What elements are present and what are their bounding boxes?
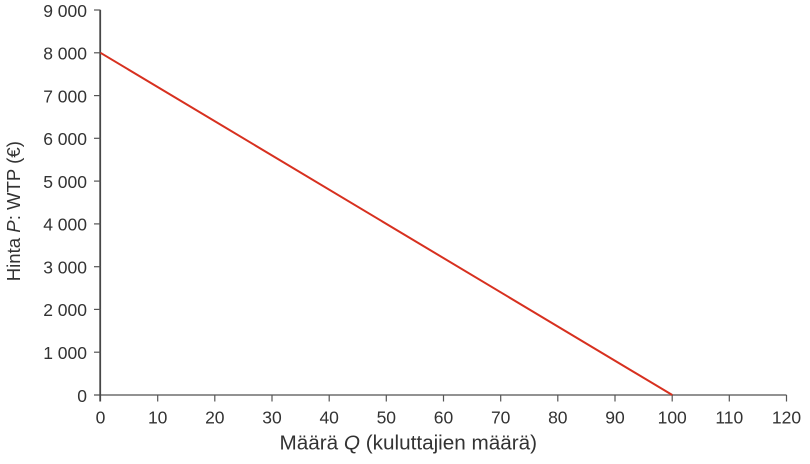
svg-text:1 000: 1 000 (43, 343, 87, 363)
svg-text:60: 60 (434, 408, 454, 428)
svg-text:4 000: 4 000 (43, 215, 87, 235)
svg-text:7 000: 7 000 (43, 86, 87, 106)
svg-text:100: 100 (658, 408, 687, 428)
svg-text:Määrä Q (kuluttajien määrä): Määrä Q (kuluttajien määrä) (280, 432, 538, 455)
svg-text:120: 120 (772, 408, 801, 428)
svg-text:5 000: 5 000 (43, 172, 87, 192)
svg-text:Hinta P: WTP (€): Hinta P: WTP (€) (3, 141, 24, 281)
svg-text:90: 90 (605, 408, 625, 428)
svg-text:8 000: 8 000 (43, 44, 87, 64)
svg-text:6 000: 6 000 (43, 129, 87, 149)
svg-text:110: 110 (715, 408, 743, 428)
svg-text:3 000: 3 000 (43, 258, 87, 278)
svg-text:70: 70 (491, 408, 511, 428)
svg-text:2 000: 2 000 (43, 300, 87, 320)
svg-text:40: 40 (319, 408, 339, 428)
svg-text:50: 50 (377, 408, 397, 428)
svg-text:0: 0 (77, 386, 87, 406)
svg-text:9 000: 9 000 (43, 1, 87, 21)
svg-text:10: 10 (148, 408, 168, 428)
svg-text:20: 20 (205, 408, 225, 428)
svg-text:30: 30 (262, 408, 282, 428)
svg-text:0: 0 (96, 408, 106, 428)
svg-text:80: 80 (548, 408, 568, 428)
